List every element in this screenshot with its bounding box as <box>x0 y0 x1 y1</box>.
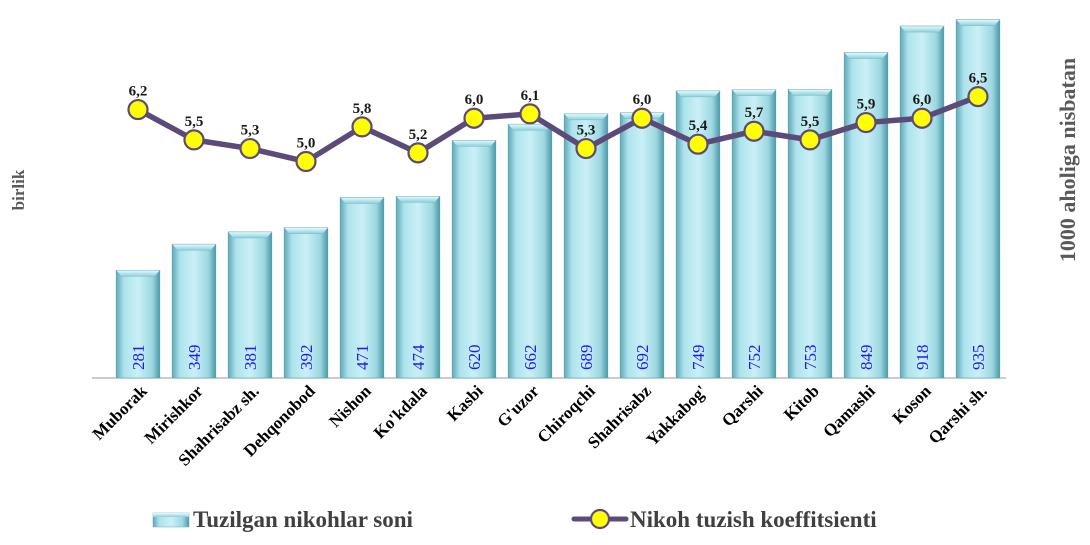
line-point <box>407 142 429 164</box>
bar-value-label: 849 <box>857 345 876 371</box>
line-layer <box>127 85 989 173</box>
x-tick-label: Qarshi <box>718 381 767 430</box>
bar-value-label: 474 <box>409 344 428 370</box>
line-point <box>799 129 821 151</box>
line-point <box>183 129 205 151</box>
bar <box>339 197 385 379</box>
line-value-label: 5,7 <box>745 105 764 121</box>
legend-line-label: Nikoh tuzish koeffitsienti <box>630 507 877 532</box>
y2-axis-title: 1000 aholiga nisbatan <box>1055 58 1080 262</box>
line-point <box>519 103 541 125</box>
line-value-label: 5,5 <box>185 114 204 130</box>
bar-value-label: 753 <box>801 345 820 371</box>
bar-value-label: 689 <box>577 345 596 371</box>
line-point <box>631 107 653 129</box>
line-point <box>575 137 597 160</box>
x-tick-label: Qarshi sh. <box>925 381 991 447</box>
line-point <box>743 120 765 142</box>
bar-labels-layer: 281 349 381 392 471 474 620 662 689 692 749 752 753 8… <box>129 344 988 370</box>
line-point <box>295 150 317 173</box>
line-value-label: 6,0 <box>465 92 484 108</box>
line-value-label: 6,1 <box>521 88 540 104</box>
bar-value-label: 349 <box>185 345 204 371</box>
line-labels-layer: 6,2 5,5 5,3 5,0 5,8 5,2 6,0 6,1 5,3 6,0 5,4 5,7 5,5 5… <box>129 71 988 152</box>
line-value-label: 6,0 <box>913 92 932 108</box>
bar-value-label: 281 <box>129 345 148 371</box>
bar-value-label: 752 <box>745 345 764 371</box>
bar <box>115 269 161 379</box>
line-point <box>967 85 989 108</box>
bar-value-label: 692 <box>633 345 652 371</box>
line-value-label: 5,8 <box>353 101 372 117</box>
bar <box>171 243 217 379</box>
bar-value-label: 918 <box>913 345 932 371</box>
bar <box>843 52 889 379</box>
line-value-label: 5,4 <box>689 118 708 134</box>
x-tick-label: Kitob <box>780 381 823 424</box>
line-point <box>351 116 373 138</box>
y-axis-title: birlik <box>9 169 28 210</box>
line-value-label: 5,3 <box>241 123 260 139</box>
legend-bar-label: Tuzilgan nikohlar soni <box>193 507 413 532</box>
line-value-label: 6,2 <box>129 84 148 100</box>
bar-value-label: 381 <box>241 345 260 371</box>
line-point <box>463 107 485 129</box>
line-value-label: 5,0 <box>297 136 316 152</box>
line-value-label: 5,2 <box>409 127 428 143</box>
bar-value-label: 620 <box>465 345 484 371</box>
line-point <box>855 111 877 134</box>
x-tick-label: Kasbi <box>443 381 487 425</box>
bar <box>451 140 497 379</box>
bar-value-label: 471 <box>353 345 372 371</box>
line-value-label: 5,5 <box>801 114 820 130</box>
bar <box>955 19 1001 379</box>
line-series <box>135 93 981 165</box>
x-tick-label: Qamashi <box>819 381 879 441</box>
x-tick-label: Nishon <box>325 381 375 431</box>
legend-bar-swatch <box>152 512 190 528</box>
x-tick-label: G'uzor <box>493 381 543 431</box>
bars-layer <box>115 19 1001 379</box>
bar <box>283 227 329 379</box>
line-value-label: 5,9 <box>857 97 876 113</box>
x-tick-label: Ko'kdala <box>370 381 431 442</box>
line-value-label: 6,0 <box>633 92 652 108</box>
bar-value-label: 392 <box>297 345 316 371</box>
line-value-label: 5,3 <box>577 123 596 139</box>
line-point <box>239 137 261 160</box>
legend: Tuzilgan nikohlar soni Nikoh tuzish koef… <box>152 507 877 532</box>
bar <box>227 231 273 379</box>
line-point <box>127 98 149 121</box>
bar <box>619 112 665 379</box>
line-point <box>687 133 709 155</box>
bar-value-label: 749 <box>689 345 708 371</box>
bar-value-label: 935 <box>969 345 988 371</box>
line-point <box>911 107 933 129</box>
legend-line-swatch <box>571 508 629 530</box>
bar-value-label: 662 <box>521 345 540 371</box>
bar <box>395 196 441 379</box>
bar <box>899 25 945 379</box>
line-value-label: 6,5 <box>969 71 988 87</box>
x-tick-label: Yakkabog' <box>643 381 711 449</box>
bar <box>507 123 553 379</box>
x-tick-label: Koson <box>889 381 936 428</box>
